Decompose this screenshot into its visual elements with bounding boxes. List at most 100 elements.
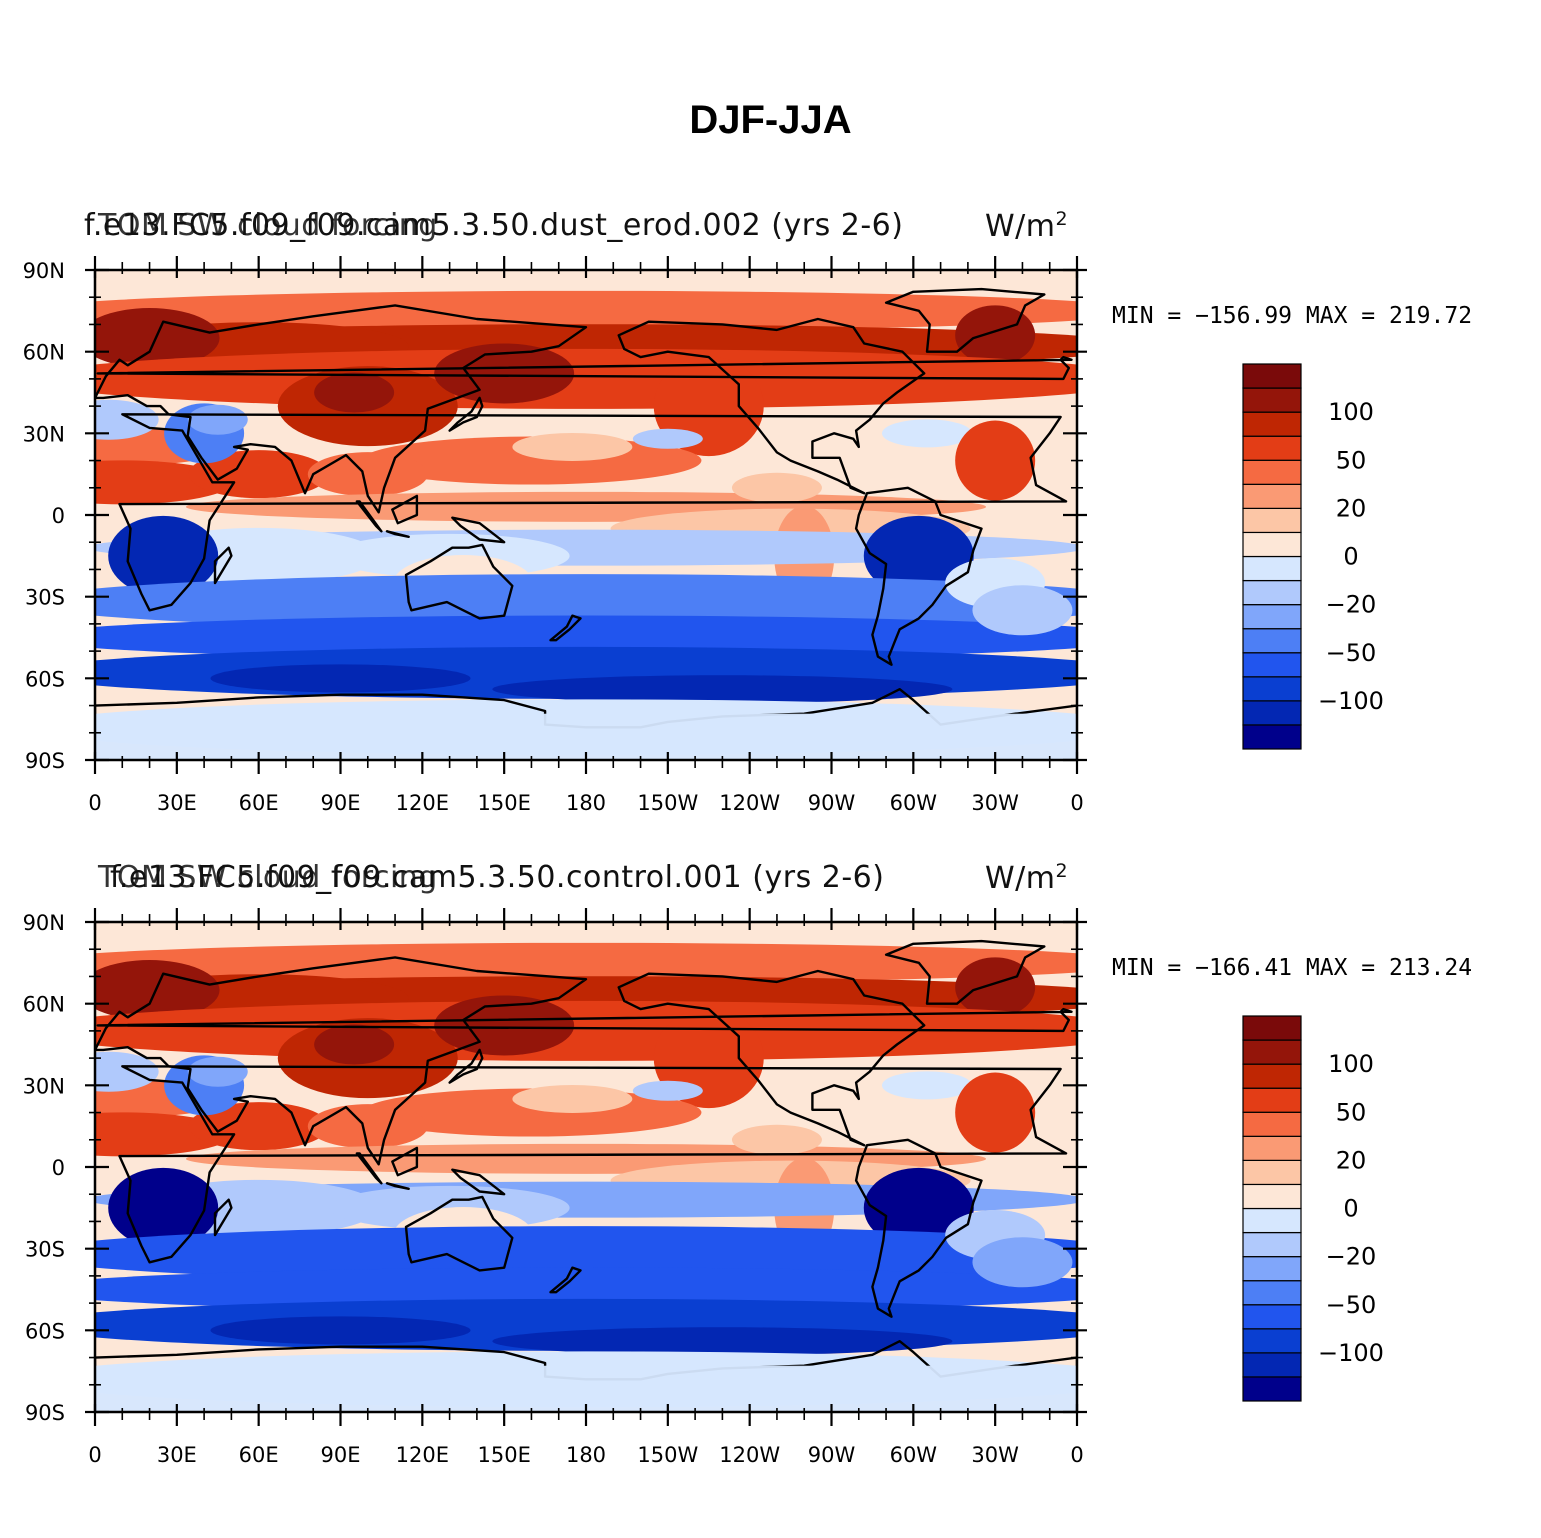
max-value: 219.72 xyxy=(1388,303,1473,329)
field-patch xyxy=(492,1327,953,1356)
lat-tick-label: 0 xyxy=(52,504,65,528)
coastline xyxy=(448,396,484,432)
field-patch xyxy=(210,1316,471,1345)
coastline xyxy=(404,543,514,620)
field-patch xyxy=(512,1084,633,1113)
max-value: 213.24 xyxy=(1388,955,1473,981)
colorbar-label: −50 xyxy=(1326,639,1377,667)
field-patch xyxy=(95,1051,159,1092)
panel-variable-title: TOM SW cloud forcing xyxy=(98,208,438,243)
units-text: W/m xyxy=(985,209,1056,244)
coastline xyxy=(96,1007,1073,1033)
coastline xyxy=(95,304,588,514)
colorbar-box xyxy=(1242,724,1302,750)
field-patch xyxy=(512,432,633,461)
colorbar-box xyxy=(1242,1087,1302,1113)
lon-tick-label: 90E xyxy=(321,1443,361,1467)
lon-tick-label: 90W xyxy=(808,791,856,815)
coastline xyxy=(355,1152,383,1185)
min-label: MIN xyxy=(1112,955,1154,981)
colorbar-label: 100 xyxy=(1328,1050,1374,1078)
lon-tick-label: 150W xyxy=(637,1443,698,1467)
lat-tick-label: 90S xyxy=(25,749,65,773)
lon-tick-label: 180 xyxy=(566,791,606,815)
field-patch xyxy=(881,1071,972,1100)
lon-tick-label: 60W xyxy=(890,791,938,815)
lon-tick-label: 60W xyxy=(890,1443,938,1467)
field-patch xyxy=(632,428,703,449)
lon-tick-label: 0 xyxy=(1070,1443,1083,1467)
field-patch xyxy=(307,1104,428,1149)
coastline xyxy=(385,530,410,538)
coastline xyxy=(549,1266,582,1294)
units-text: W/m xyxy=(985,861,1056,896)
colorbar-box xyxy=(1242,676,1302,702)
lon-tick-label: 0 xyxy=(88,1443,101,1467)
coastline xyxy=(118,1065,1068,1264)
coastline xyxy=(391,1146,419,1177)
colorbar-label: 50 xyxy=(1336,446,1367,474)
field-patch xyxy=(95,290,1077,331)
lon-tick-label: 0 xyxy=(88,791,101,815)
field-patch xyxy=(95,615,1077,660)
panel-variable-title: TOM SW cloud forcing xyxy=(98,860,438,895)
coastline xyxy=(884,939,1046,1005)
coastline xyxy=(213,1198,233,1237)
coastline xyxy=(385,1182,410,1190)
field-patch xyxy=(434,995,575,1056)
colorbar-box xyxy=(1242,1207,1302,1234)
colorbar-box xyxy=(1242,1111,1302,1137)
min-max-readout: MIN = −156.99 MAX = 219.72 xyxy=(1112,303,1473,329)
coastline xyxy=(391,494,419,525)
lat-tick-label: 30S xyxy=(25,1238,65,1262)
colorbar-label: 20 xyxy=(1336,494,1367,522)
colorbar-label: −20 xyxy=(1326,591,1377,619)
colorbar-box xyxy=(1242,700,1302,726)
colorbar-box xyxy=(1242,1256,1302,1282)
panel-case-title: f.e13.FC5.f09_f09.cam5.3.50.dust_erod.00… xyxy=(84,208,904,243)
coastline xyxy=(96,355,1073,381)
lon-tick-label: 30E xyxy=(157,791,197,815)
field-patch xyxy=(955,1072,1036,1153)
lat-tick-label: 90N xyxy=(23,259,65,283)
min-value: −156.99 xyxy=(1195,303,1293,329)
colorbar-box xyxy=(1242,435,1302,461)
lon-tick-label: 30W xyxy=(971,791,1019,815)
colorbar-box xyxy=(1242,604,1302,630)
field-patch xyxy=(731,1124,822,1155)
colorbar-box xyxy=(1242,652,1302,678)
colorbar-label: −20 xyxy=(1326,1243,1377,1271)
colorbar-box xyxy=(1242,628,1302,654)
lon-tick-label: 150E xyxy=(477,1443,530,1467)
colorbar-label: 0 xyxy=(1343,1195,1358,1223)
lat-tick-label: 60N xyxy=(23,341,65,365)
coastline xyxy=(451,516,506,544)
lon-tick-label: 60E xyxy=(239,791,279,815)
field-patch xyxy=(881,419,972,448)
lat-tick-label: 30N xyxy=(23,422,65,446)
lat-tick-label: 30N xyxy=(23,1074,65,1098)
lon-tick-label: 0 xyxy=(1070,791,1083,815)
colorbar-box xyxy=(1242,531,1302,558)
coastline xyxy=(95,956,588,1166)
min-max-readout: MIN = −166.41 MAX = 213.24 xyxy=(1112,955,1473,981)
coastline xyxy=(617,969,926,1147)
coastline xyxy=(451,1168,506,1196)
lon-tick-label: 90E xyxy=(321,791,361,815)
field-patch xyxy=(95,1267,1077,1312)
coastline xyxy=(549,614,582,642)
colorbar-box xyxy=(1242,1039,1302,1065)
max-label: MAX xyxy=(1305,955,1348,981)
field-patch xyxy=(188,1102,329,1151)
lon-tick-label: 120W xyxy=(719,1443,780,1467)
min-value: −166.41 xyxy=(1195,955,1293,981)
lon-tick-label: 150E xyxy=(477,791,530,815)
lon-tick-label: 120E xyxy=(396,791,449,815)
field-patch xyxy=(95,960,220,1021)
colorbar-box xyxy=(1242,1280,1302,1306)
lat-tick-label: 90S xyxy=(25,1401,65,1425)
field-patch xyxy=(95,399,159,440)
field-patch xyxy=(108,1167,219,1248)
colorbar-box xyxy=(1242,459,1302,485)
colorbar-box xyxy=(1242,1231,1302,1258)
